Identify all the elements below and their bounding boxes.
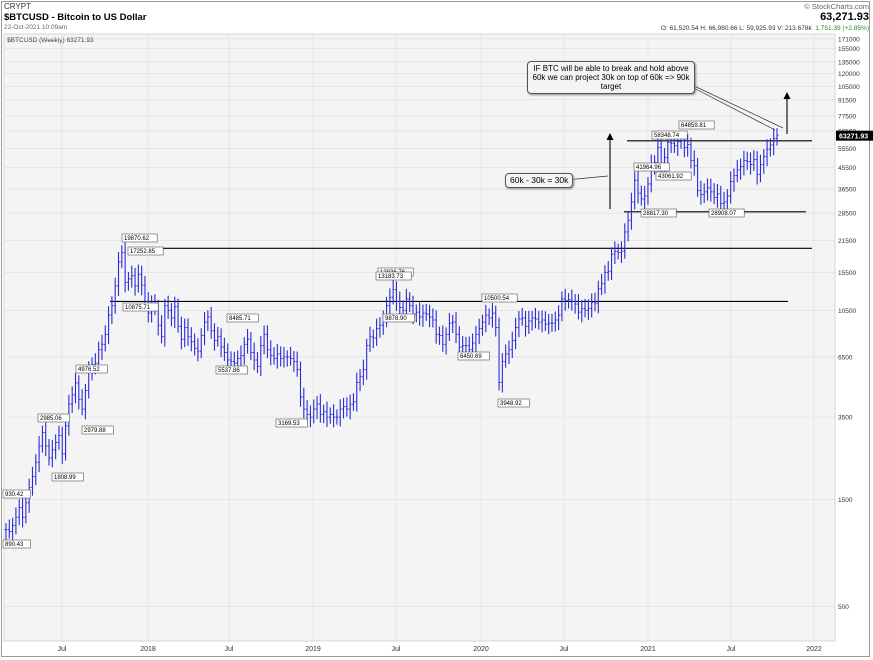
point-label-box: [75, 364, 108, 374]
y-tick-label: 91500: [838, 97, 856, 104]
point-label: 64859.81: [681, 123, 707, 129]
point-label: 19870.62: [124, 236, 150, 242]
y-tick-label: 120000: [838, 71, 860, 78]
projection-note: IF BTC will be able to break and hold ab…: [527, 61, 695, 94]
point-label-box: [2, 489, 31, 499]
point-label: 890.43: [5, 542, 24, 548]
y-tick-label: 36500: [838, 187, 856, 194]
point-label: 930.42: [5, 492, 24, 498]
point-label: 43061.92: [658, 174, 684, 180]
last-value-label: 63271.93: [839, 134, 868, 141]
point-label-box: [481, 293, 518, 303]
x-tick-label: Jul: [560, 646, 569, 653]
y-tick-label: 45500: [838, 165, 856, 172]
point-label-box: [375, 271, 412, 281]
y-tick-label: 55500: [838, 146, 856, 153]
point-label: 8485.71: [229, 316, 251, 322]
point-label-box: [226, 313, 259, 323]
point-label-box: [122, 302, 159, 312]
point-label: 41964.96: [636, 165, 662, 171]
point-label: 13183.73: [378, 274, 404, 280]
point-label: 5537.86: [218, 368, 240, 374]
y-tick-label: 6500: [838, 354, 853, 361]
x-tick-label: Jul: [225, 646, 234, 653]
point-label-box: [655, 171, 692, 181]
x-tick-label: 2021: [640, 646, 656, 653]
y-tick-label: 77500: [838, 113, 856, 120]
y-tick-label: 21500: [838, 238, 856, 245]
ohlc-readout: O: 61,520.54 H: 66,980.66 L: 59,925.93 V…: [661, 25, 869, 32]
y-tick-label: 105000: [838, 84, 860, 91]
y-tick-label: 15500: [838, 270, 856, 277]
measure-arrow-head: [606, 133, 614, 140]
y-tick-label: 500: [838, 604, 849, 611]
point-label-box: [497, 398, 530, 408]
point-label-box: [651, 130, 688, 140]
last-value-tag: [836, 130, 873, 141]
plot-area: [3, 33, 836, 642]
y-tick-label: 3500: [838, 415, 853, 422]
x-tick-label: Jul: [392, 646, 401, 653]
point-label: 4976.52: [78, 367, 100, 373]
target-arrow-head: [783, 92, 791, 99]
point-label: 58348.74: [654, 133, 680, 139]
series-legend: $BTCUSD (Weekly) 63271.93: [7, 37, 94, 44]
note-pointer: [685, 83, 776, 131]
y-tick-label: 1500: [838, 497, 853, 504]
point-label: 6450.69: [460, 354, 482, 360]
timestamp: 22-Oct-2021 10:09am: [4, 24, 68, 31]
ohlc-values: O: 61,520.54 H: 66,980.66 L: 59,925.93 V…: [660, 25, 812, 32]
point-label-box: [127, 246, 164, 256]
brand-watermark: © StockCharts.com: [804, 2, 869, 11]
change-value: 1,751.39 (+2.85%): [815, 25, 869, 32]
point-label: 17252.85: [130, 249, 156, 255]
note-pointer: [689, 83, 784, 129]
point-label-box: [51, 472, 84, 482]
point-label-box: [275, 418, 308, 428]
point-label-box: [81, 425, 114, 435]
point-label: 10500.54: [484, 296, 510, 302]
last-price: 63,271.93: [820, 11, 869, 23]
point-label: 3169.53: [278, 421, 300, 427]
point-label: 9878.90: [385, 316, 407, 322]
x-tick-label: Jul: [727, 646, 736, 653]
x-tick-label: Jul: [58, 646, 67, 653]
point-label-box: [382, 313, 415, 323]
y-tick-label: 10500: [838, 308, 856, 315]
y-tick-label: 28500: [838, 211, 856, 218]
x-tick-label: 2020: [473, 646, 489, 653]
point-label-box: [633, 162, 670, 172]
projection-note-text: IF BTC will be able to break and hold ab…: [532, 64, 690, 91]
point-label-box: [2, 539, 31, 549]
point-label-box: [121, 233, 158, 243]
measure-note: 60k - 30k = 30k: [505, 173, 574, 188]
point-label: 2979.88: [84, 428, 106, 434]
point-label: 3948.92: [500, 401, 522, 407]
point-label: 28908.07: [711, 211, 737, 217]
point-label: 10875.71: [125, 305, 151, 311]
point-label-box: [678, 120, 715, 130]
point-label-box: [37, 413, 70, 423]
x-tick-label: 2018: [140, 646, 156, 653]
chart-title: $BTCUSD - Bitcoin to US Dollar: [4, 12, 147, 23]
y-tick-label: 135000: [838, 59, 860, 66]
point-label-box: [457, 351, 490, 361]
y-tick-label: 171000: [838, 36, 860, 43]
point-label-box: [640, 208, 677, 218]
x-tick-label: 2022: [806, 646, 822, 653]
y-tick-label: 155000: [838, 46, 860, 53]
point-label: 28817.30: [643, 211, 669, 217]
point-label: 2985.06: [40, 416, 62, 422]
x-tick-label: 2019: [305, 646, 321, 653]
point-label-box: [215, 365, 248, 375]
point-label: 1808.99: [54, 475, 76, 481]
exchange-label: CRYPT: [4, 2, 31, 11]
point-label-box: [708, 208, 745, 218]
